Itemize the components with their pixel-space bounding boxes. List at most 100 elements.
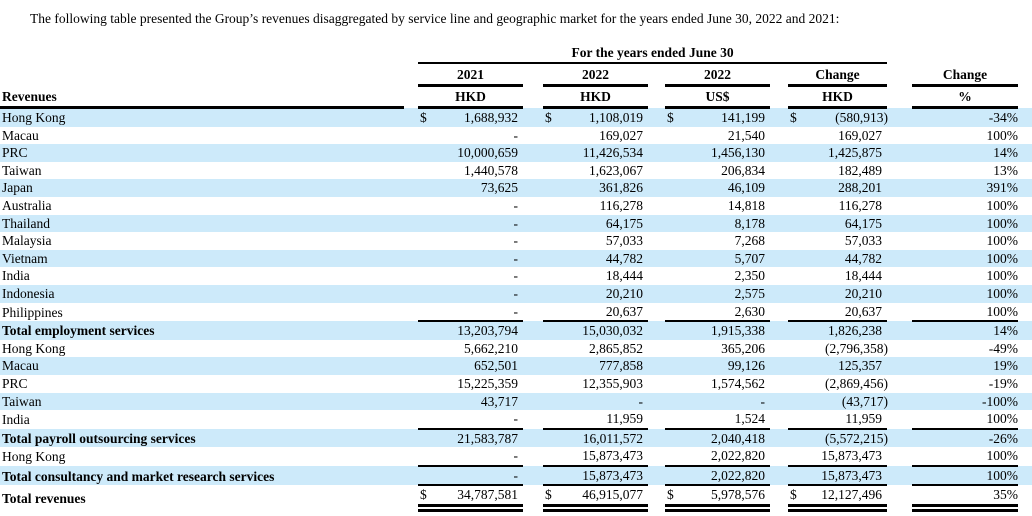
spacer-cell [887,197,912,215]
cell-percent: 19% [912,357,1019,375]
spacer-cell [887,428,913,448]
cell-percent: 13% [993,162,1019,178]
spacer-cell [1018,162,1032,180]
spacer-cell [404,107,418,127]
column-year-header: 2022 [543,63,648,87]
cell-amount: 1,456,130 [711,145,765,161]
cell-amount: 15,873,473 [582,448,643,464]
spacer-cell [523,485,543,508]
cell-value: - [418,464,523,486]
spacer-cell [1018,375,1032,393]
spacer-cell [770,284,788,303]
column-year-header: Change [788,63,888,87]
cell-amount: 44,782 [844,250,883,266]
spacer-cell [770,428,788,448]
cell-value: 15,873,473 [543,447,648,466]
cell-value: 2,022,820 [665,447,770,466]
cell-value: 116,278 [543,197,648,215]
spacer-cell [404,86,418,108]
table-row: Japan 73,625 361,826 46,109 288,201 391% [0,179,1032,197]
cell-amount: 1,623,067 [589,162,643,178]
cell-amount: 73,625 [480,180,518,196]
spacer-cell [887,392,913,411]
cell-amount: 2,022,820 [711,467,765,483]
cell-value: $ (580,913) [788,107,888,127]
spacer-cell [887,340,912,358]
row-label: Macau [2,127,39,143]
cell-value: - [418,232,523,250]
table-row: PRC 10,000,659 11,426,534 1,456,130 1,425,87… [0,144,1032,162]
cell-value: 125,357 [788,357,888,375]
table-row: Indonesia - 20,210 2,575 20,210 100% [0,284,1032,303]
cell-value: 777,858 [543,357,648,375]
table-row: Taiwan 43,717 - - (43,717) -100% [0,392,1032,411]
spacer-cell [648,410,665,429]
cell-amount: 20,637 [605,303,643,319]
cell-value: 15,225,359 [418,375,523,393]
cell-amount: 20,637 [844,303,883,319]
spacer-cell [0,42,404,63]
cell-amount: 43,717 [480,393,518,409]
cell-value: 44,782 [543,249,648,268]
spacer-cell [887,284,913,303]
spacer-cell [648,144,665,162]
cell-amount: 288,201 [838,180,883,196]
cell-amount: 11,426,534 [582,145,643,161]
cell-value: 1,915,338 [665,320,770,340]
row-label: India [2,412,30,428]
spacer-cell [770,340,788,358]
cell-value: 10,000,659 [418,144,523,162]
row-label: PRC [2,375,28,391]
cell-value: 57,033 [788,232,887,250]
row-label: PRC [0,144,404,162]
spacer-cell [523,357,543,375]
currency-symbol: $ [420,487,427,503]
spacer-cell [648,267,665,285]
spacer-cell [648,127,665,145]
table-row: Malaysia - 57,033 7,268 57,033 100% [0,232,1032,250]
cell-percent: 100% [986,127,1019,143]
cell-value: $46,915,077 [543,484,648,512]
spacer-cell [1018,107,1032,127]
spacer-cell [404,162,418,180]
cell-amount: 12,355,903 [582,375,643,391]
cell-percent: 100% [986,411,1019,427]
cell-amount: 141,199 [721,110,765,125]
cell-value: 1,456,130 [665,144,770,162]
spacer-cell [1018,392,1032,411]
spacer-cell [887,357,913,375]
spacer-cell [404,144,418,162]
column-unit-header: HKD [788,85,888,109]
cell-value: 20,637 [788,303,887,322]
spacer-cell [770,107,788,127]
cell-amount: 20,210 [605,285,643,301]
spacer-cell [648,107,665,127]
cell-amount: 11,959 [606,411,643,427]
row-label: Macau [0,357,404,375]
spacer-cell [770,375,788,393]
cell-value: $141,199 [665,107,770,127]
cell-amount: 18,444 [605,268,643,284]
spacer-cell [887,485,912,508]
cell-amount: 652,501 [474,358,518,374]
spacer-cell [1018,321,1032,340]
cell-value: - [418,447,523,466]
spacer-cell [648,485,665,508]
cell-value: 15,873,473 [788,447,887,466]
table-row: Total revenues $34,787,581 $46,915,077 $5,9… [0,484,1032,512]
cell-percent: 35% [912,484,1019,512]
spacer-cell [648,428,665,448]
cell-value: - [418,197,523,215]
row-label: Hong Kong [0,107,404,127]
table-row: Taiwan 1,440,578 1,623,067 206,834 182,489 13… [0,162,1032,180]
row-label: Japan [0,179,404,197]
column-year-header: 2022 [665,63,770,87]
row-label: Hong Kong [2,449,66,465]
cell-value: 13,203,794 [418,320,523,340]
cell-value: 1,440,578 [418,162,523,180]
spacer-cell [770,410,788,429]
cell-amount: 169,027 [838,127,883,143]
spacer-cell [887,232,912,250]
cell-amount: 15,225,359 [457,375,518,391]
spacer-cell [648,86,665,108]
